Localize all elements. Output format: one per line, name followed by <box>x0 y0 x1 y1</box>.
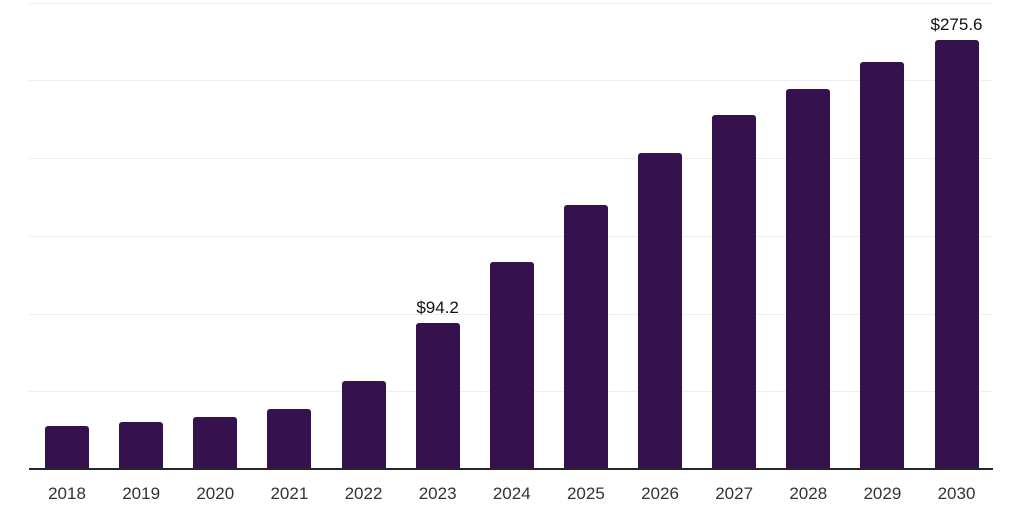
bar-2019 <box>119 422 164 469</box>
bar-2020 <box>193 417 238 469</box>
bar-2018 <box>45 426 89 469</box>
bar-2029 <box>860 62 905 469</box>
bar-2027 <box>712 115 757 469</box>
bar-value-label-2030: $275.6 <box>930 15 983 35</box>
x-tick-label-2028: 2028 <box>789 484 828 503</box>
x-tick-label-2020: 2020 <box>196 484 235 503</box>
bar-2030 <box>934 40 979 469</box>
gridline-250 <box>29 80 993 82</box>
bar-2026 <box>638 152 682 469</box>
bar-2023 <box>415 322 460 469</box>
gridline-200 <box>29 158 993 159</box>
bar-2021 <box>267 408 312 469</box>
bar-value-label-2023: $94.2 <box>416 297 459 317</box>
x-tick-label-2029: 2029 <box>863 484 902 503</box>
x-tick-label-2026: 2026 <box>641 484 679 503</box>
gridline-150 <box>29 235 993 237</box>
x-tick-label-2021: 2021 <box>270 484 309 503</box>
x-tick-label-2030: 2030 <box>937 484 976 503</box>
x-tick-label-2024: 2024 <box>492 484 531 503</box>
x-tick-label-2025: 2025 <box>566 484 605 503</box>
x-tick-label-2027: 2027 <box>715 484 754 503</box>
bar-2028 <box>786 88 831 469</box>
x-tick-label-2022: 2022 <box>344 484 383 503</box>
x-axis-line <box>29 468 993 470</box>
gridline-300 <box>29 2 993 4</box>
x-tick-label-2023: 2023 <box>418 484 457 503</box>
x-tick-label-2019: 2019 <box>122 484 161 503</box>
bar-2025 <box>563 205 608 469</box>
bar-2024 <box>489 261 534 469</box>
x-tick-label-2018: 2018 <box>48 484 86 503</box>
bar-2022 <box>341 380 386 469</box>
